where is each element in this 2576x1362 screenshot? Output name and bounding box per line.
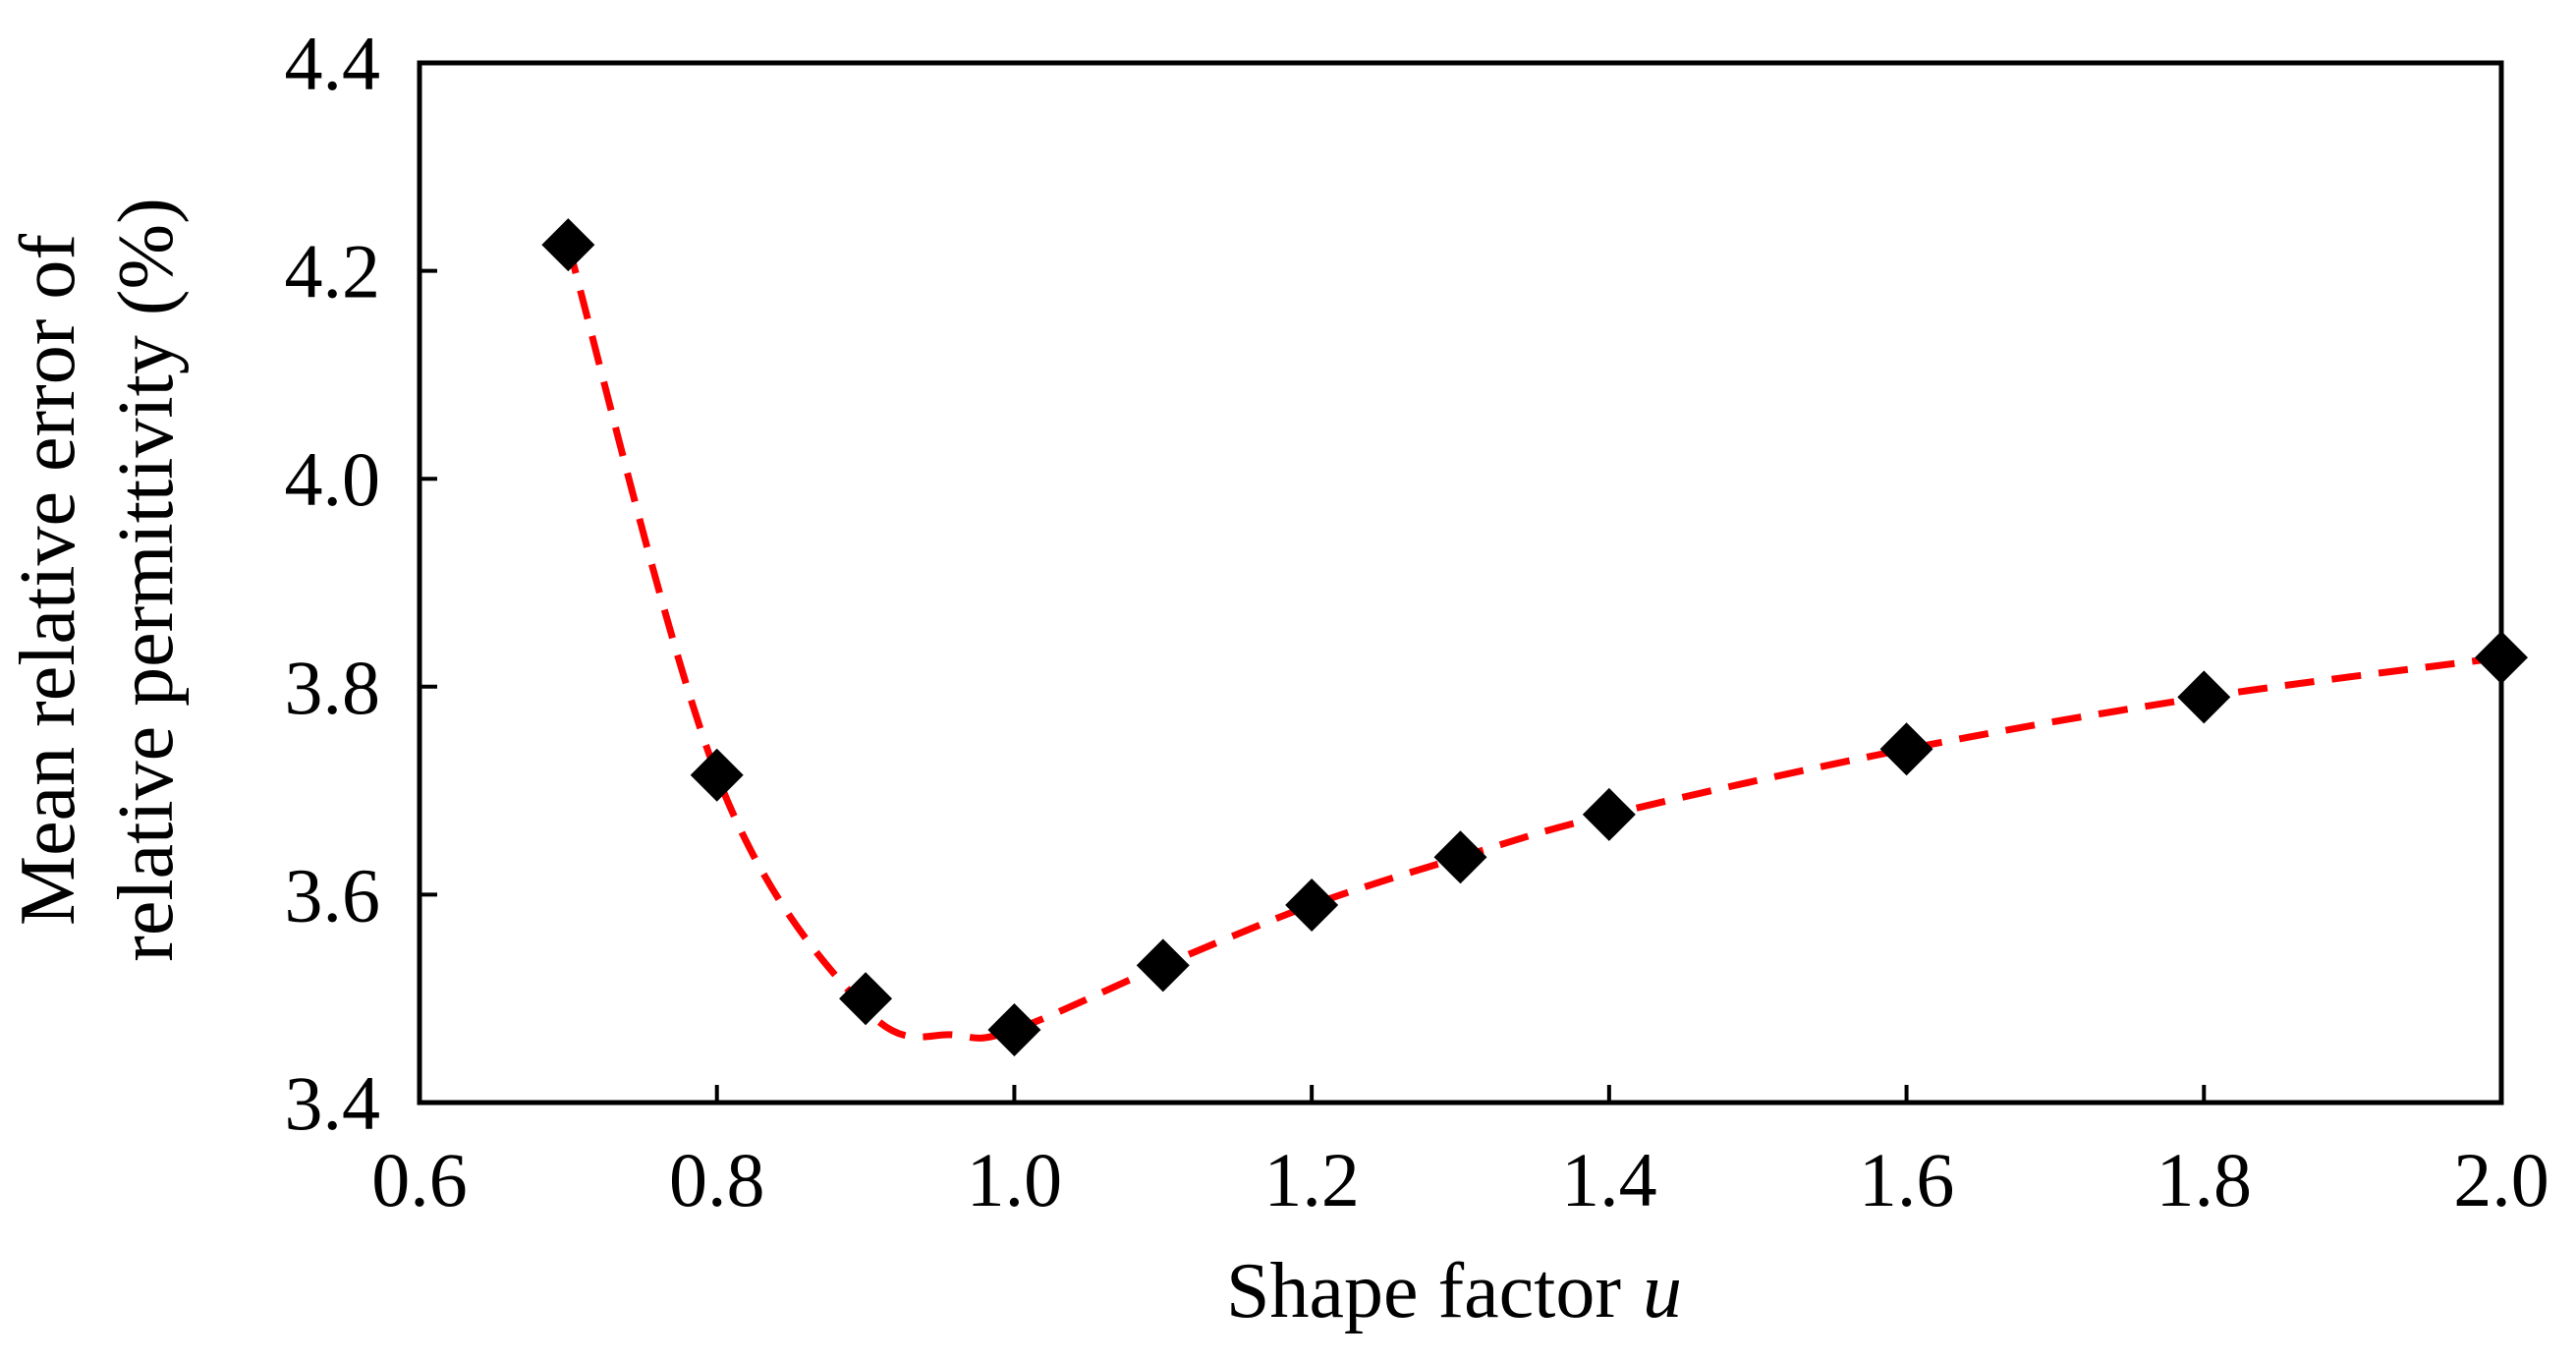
- y-tick-label: 4.2: [285, 229, 381, 314]
- data-point: [1582, 787, 1636, 841]
- x-axis: 0.6 0.8 1.0 1.2 1.4 1.6 1.8 2.0: [371, 1085, 2549, 1222]
- x-tick-label: 2.0: [2453, 1137, 2549, 1222]
- data-point: [690, 748, 744, 802]
- data-point: [1879, 722, 1933, 776]
- y-axis-title-line1: Mean relative error of: [5, 234, 91, 926]
- x-tick-label: 0.6: [371, 1137, 468, 1222]
- y-axis-title: relative permittivity (%): [103, 198, 190, 962]
- data-points-layer: [541, 218, 2528, 1056]
- y-tick-label: 4.0: [285, 436, 381, 522]
- y-axis-title-line2: relative permittivity (%): [103, 198, 190, 962]
- data-point: [1433, 830, 1487, 884]
- x-tick-label: 1.8: [2156, 1137, 2253, 1222]
- x-axis-title: Shape factor u: [1226, 1248, 1682, 1334]
- x-axis-title-text: Shape factor: [1226, 1248, 1621, 1334]
- x-tick-label: 1.2: [1263, 1137, 1360, 1222]
- data-point: [2177, 670, 2231, 724]
- fit-curve: [564, 244, 2502, 1042]
- data-point: [541, 218, 595, 272]
- data-point: [1136, 938, 1190, 993]
- data-point: [2475, 631, 2528, 685]
- fit-curve-layer: [564, 244, 2502, 1042]
- y-tick-label: 3.6: [285, 852, 381, 937]
- x-tick-label: 0.8: [669, 1137, 765, 1222]
- x-tick-label: 1.4: [1561, 1137, 1657, 1222]
- x-tick-label: 1.0: [967, 1137, 1063, 1222]
- data-point: [1285, 878, 1339, 932]
- x-axis-title-variable: u: [1643, 1248, 1682, 1334]
- y-tick-label: 3.4: [285, 1060, 381, 1146]
- data-point: [839, 972, 893, 1026]
- y-tick-label: 4.4: [285, 21, 381, 106]
- x-tick-label: 1.6: [1859, 1137, 1955, 1222]
- data-point: [987, 1002, 1041, 1056]
- y-tick-label: 3.8: [285, 645, 381, 730]
- plot-area-border: [417, 60, 2504, 1106]
- y-axis: 3.4 3.6 3.8 4.0 4.2 4.4: [285, 21, 437, 1146]
- y-axis-title: Mean relative error of: [5, 234, 91, 926]
- plot-frame: [417, 60, 2504, 1106]
